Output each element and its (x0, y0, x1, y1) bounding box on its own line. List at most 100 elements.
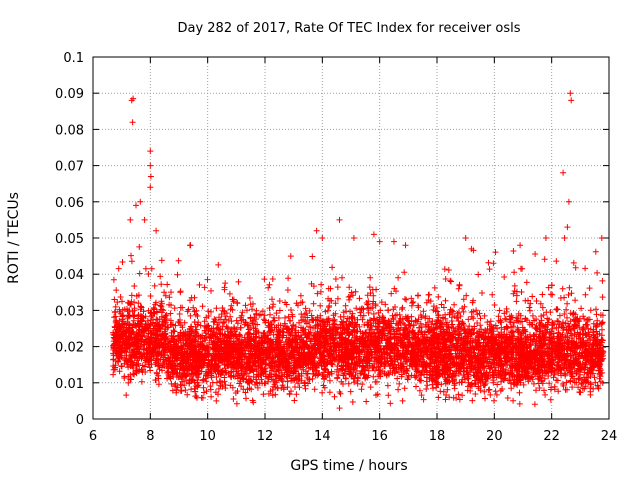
data-point (182, 387, 189, 394)
data-point (526, 304, 533, 311)
data-point (456, 396, 463, 403)
data-point (128, 298, 135, 305)
data-point (158, 303, 165, 310)
data-point (309, 253, 316, 260)
data-point (332, 276, 339, 282)
data-point (332, 300, 339, 307)
data-point (466, 323, 473, 330)
data-point (430, 385, 436, 392)
data-point (131, 283, 138, 289)
data-point (310, 300, 317, 307)
data-point (481, 312, 488, 319)
data-point (185, 306, 192, 313)
data-point (519, 265, 526, 272)
data-point (516, 389, 523, 396)
data-point (288, 388, 294, 395)
data-point (594, 382, 601, 389)
data-point (370, 292, 377, 299)
data-point (328, 297, 335, 304)
data-point (470, 315, 477, 322)
data-point (131, 305, 138, 312)
data-point (536, 385, 543, 391)
data-point (141, 363, 148, 370)
data-point (230, 396, 237, 402)
data-point (443, 392, 450, 398)
data-point (401, 269, 408, 276)
data-point (234, 320, 241, 327)
data-point (590, 320, 597, 327)
data-point (212, 389, 219, 396)
data-point (511, 282, 518, 289)
data-point (366, 284, 373, 291)
data-point (276, 298, 283, 304)
data-point (243, 395, 249, 402)
data-point (176, 311, 183, 317)
data-point (136, 243, 143, 250)
data-point (469, 397, 476, 404)
data-point (431, 284, 438, 291)
data-point (502, 315, 508, 322)
data-point (455, 285, 462, 292)
data-point (128, 292, 135, 299)
data-point (546, 380, 553, 387)
data-point (171, 328, 178, 335)
data-point (326, 377, 333, 384)
data-point (492, 249, 499, 256)
data-point (162, 292, 169, 299)
data-point (537, 300, 544, 307)
data-point (587, 326, 594, 333)
data-point (342, 302, 349, 309)
data-point (171, 305, 178, 312)
data-point (325, 295, 332, 302)
data-point (384, 382, 391, 389)
data-point (370, 311, 377, 317)
data-point (222, 385, 229, 392)
data-point (271, 381, 278, 388)
data-point (230, 296, 237, 303)
data-point (444, 386, 451, 393)
data-point (221, 286, 228, 293)
data-point (491, 397, 497, 404)
data-point (266, 305, 273, 312)
data-point (533, 387, 539, 394)
data-point (442, 297, 449, 304)
data-point (253, 368, 260, 375)
data-point (114, 299, 121, 306)
data-point (523, 279, 530, 286)
data-point (413, 383, 419, 390)
data-point (531, 401, 538, 408)
data-point (570, 259, 577, 266)
data-point (395, 386, 402, 393)
data-point (532, 251, 539, 257)
data-point (590, 385, 597, 392)
data-point (593, 311, 600, 318)
data-point (489, 291, 496, 298)
data-point (475, 383, 482, 390)
data-point (485, 387, 492, 394)
data-point (266, 281, 273, 288)
data-point (128, 252, 134, 259)
data-point (117, 294, 124, 300)
data-point (161, 289, 168, 296)
data-point (593, 306, 599, 313)
data-point (482, 395, 488, 402)
data-point (261, 312, 268, 319)
data-point (254, 384, 261, 391)
data-point (514, 382, 521, 388)
data-point (358, 386, 365, 393)
data-point (540, 312, 547, 318)
data-point (208, 308, 214, 315)
data-point (276, 307, 283, 314)
data-point (527, 300, 534, 307)
data-point (587, 307, 594, 314)
data-point (220, 307, 227, 314)
data-point (580, 313, 587, 320)
data-point (365, 309, 372, 316)
data-point (199, 303, 206, 310)
data-point (348, 289, 355, 296)
data-point (487, 318, 494, 325)
data-point (594, 269, 601, 276)
data-point (442, 276, 449, 282)
